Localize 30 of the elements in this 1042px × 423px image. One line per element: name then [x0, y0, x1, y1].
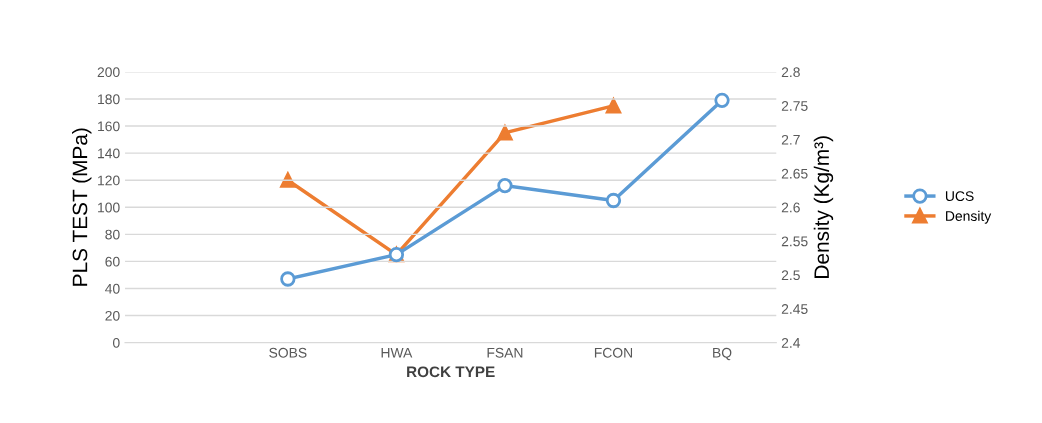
legend-label: Density [946, 210, 992, 224]
y2-tick-label: 2.5 [781, 270, 800, 281]
y-tick-label: 0 [113, 337, 120, 348]
y-tick-label: 180 [98, 94, 120, 105]
y2-tick-label: 2.4 [781, 337, 801, 348]
y-tick-label: 200 [97, 67, 120, 78]
x-tick-label: FSAN [487, 347, 523, 358]
y-tick-label: 40 [105, 283, 120, 294]
y2-tick-label: 2.7 [781, 134, 800, 145]
x-tick-label: FCON [594, 347, 633, 358]
x-tick-label: SOBS [269, 347, 307, 358]
x-tick-label: HWA [381, 348, 413, 358]
y-tick-label: 20 [105, 310, 120, 321]
y-tick-label: 140 [98, 148, 120, 159]
y-axis-title: PLS TEST (MPa) [72, 128, 92, 286]
y-tick-label: 100 [98, 202, 120, 213]
y2-tick-label: 2.65 [781, 168, 808, 179]
legend-label: UCS [945, 191, 974, 202]
y2-tick-label: 2.8 [781, 67, 800, 78]
y-tick-label: 120 [98, 175, 120, 186]
y2-tick-label: 2.55 [781, 236, 808, 247]
y-tick-label: 60 [105, 256, 120, 267]
y2-tick-label: 2.6 [781, 202, 800, 213]
x-axis-title: ROCK TYPE [407, 366, 495, 378]
x-tick-label: BQ [713, 347, 732, 361]
y2-tick-label: 2.45 [781, 304, 808, 314]
y-tick-label: 80 [105, 229, 120, 240]
y2-axis-title: Density (Kg/m³) [813, 136, 834, 278]
y2-tick-label: 2.75 [781, 101, 808, 111]
y-tick-label: 160 [98, 121, 120, 132]
